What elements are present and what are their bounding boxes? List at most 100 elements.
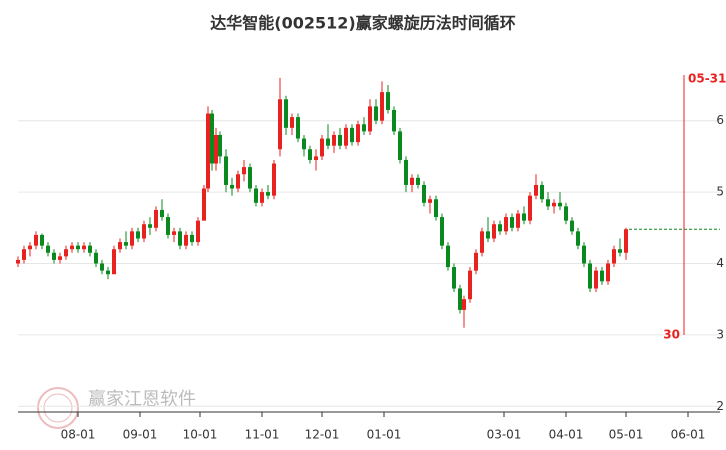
candle-body bbox=[480, 231, 484, 253]
candle-body bbox=[218, 134, 222, 157]
candle-body bbox=[474, 252, 478, 271]
candle-body bbox=[224, 156, 228, 185]
candle-body bbox=[594, 270, 598, 289]
x-tick-label: 10-01 bbox=[183, 428, 218, 442]
candle-body bbox=[94, 252, 98, 264]
candle-body bbox=[136, 231, 140, 239]
candle-body bbox=[492, 224, 496, 239]
candle-body bbox=[428, 199, 432, 203]
candle-body bbox=[230, 184, 234, 189]
candle-body bbox=[570, 220, 574, 232]
candle-body bbox=[380, 92, 384, 121]
candle-body bbox=[332, 134, 336, 146]
candle-body bbox=[356, 124, 360, 143]
x-tick-label: 04-01 bbox=[549, 428, 584, 442]
x-tick-label: 09-01 bbox=[123, 428, 158, 442]
candle-body bbox=[344, 127, 348, 146]
candle-body bbox=[588, 263, 592, 289]
candle-body bbox=[564, 206, 568, 221]
x-tick-label: 05-01 bbox=[609, 428, 644, 442]
candle-body bbox=[236, 174, 240, 189]
candle-body bbox=[368, 106, 372, 132]
candle-body bbox=[314, 156, 318, 160]
y-tick-label: 4 bbox=[716, 256, 724, 270]
candle-body bbox=[16, 259, 20, 264]
candle-body bbox=[106, 270, 110, 275]
candle-body bbox=[498, 224, 502, 232]
candle-body bbox=[34, 234, 38, 246]
candle-body bbox=[112, 249, 116, 275]
candle-body bbox=[254, 188, 258, 203]
candle-body bbox=[88, 245, 92, 253]
candle-body bbox=[124, 242, 128, 246]
x-tick-label: 12-01 bbox=[305, 428, 340, 442]
y-tick-label: 5 bbox=[716, 185, 724, 199]
candle-body bbox=[534, 184, 538, 196]
y-tick-label: 2 bbox=[716, 399, 724, 413]
candle-body bbox=[528, 195, 532, 221]
candle-body bbox=[582, 245, 586, 264]
candle-body bbox=[22, 249, 26, 260]
candle-body bbox=[100, 263, 104, 271]
candle-body bbox=[558, 202, 562, 207]
cycle-count: 30 bbox=[663, 328, 680, 342]
candle-body bbox=[552, 202, 556, 207]
watermark-logo bbox=[37, 387, 79, 429]
candle-body bbox=[452, 267, 456, 289]
candle-body bbox=[606, 263, 610, 282]
candle-body bbox=[416, 177, 420, 185]
candle-body bbox=[214, 134, 218, 164]
x-tick-label: 03-01 bbox=[487, 428, 522, 442]
candle-body bbox=[374, 106, 378, 121]
x-tick-label: 11-01 bbox=[245, 428, 280, 442]
candle-body bbox=[540, 184, 544, 200]
candle-body bbox=[522, 213, 526, 221]
candle-body bbox=[266, 192, 270, 196]
candle-body bbox=[58, 256, 62, 260]
candle-body bbox=[64, 249, 68, 257]
candle-body bbox=[190, 234, 194, 243]
candle-body bbox=[178, 231, 182, 246]
candle-body bbox=[206, 113, 210, 189]
candle-body bbox=[184, 234, 188, 246]
candle-body bbox=[52, 252, 56, 260]
candle-body bbox=[166, 217, 170, 235]
candle-body bbox=[486, 231, 490, 239]
candle-body bbox=[260, 192, 264, 203]
candle-body bbox=[462, 299, 466, 310]
candle-body bbox=[82, 245, 86, 250]
candle-body bbox=[142, 224, 146, 239]
candle-body bbox=[210, 113, 214, 164]
y-tick-label: 6 bbox=[716, 113, 724, 127]
x-tick-label: 01-01 bbox=[367, 428, 402, 442]
candle-body bbox=[612, 249, 616, 264]
candle-body bbox=[410, 177, 414, 185]
chart-title: 达华智能(002512)赢家螺旋历法时间循环 bbox=[210, 14, 515, 33]
candle-body bbox=[468, 270, 472, 300]
candle-body bbox=[308, 149, 312, 160]
candle-body bbox=[386, 92, 390, 110]
candle-body bbox=[278, 99, 282, 150]
candle-body bbox=[326, 138, 330, 146]
candle-body bbox=[46, 245, 50, 253]
candle-body bbox=[40, 234, 44, 246]
candle-body bbox=[160, 209, 164, 218]
candle-body bbox=[290, 117, 294, 128]
candle-body bbox=[510, 217, 514, 228]
candle-body bbox=[248, 167, 252, 189]
candle-body bbox=[76, 245, 80, 250]
candle-body bbox=[434, 199, 438, 218]
candle-body bbox=[296, 117, 300, 139]
candle-body bbox=[446, 245, 450, 268]
candle-body bbox=[242, 167, 246, 175]
x-tick-label: 08-01 bbox=[61, 428, 96, 442]
candle-body bbox=[422, 184, 426, 203]
candle-body bbox=[504, 217, 508, 232]
x-tick-label: 06-01 bbox=[671, 428, 706, 442]
candle-body bbox=[350, 127, 354, 143]
candle-body bbox=[28, 245, 32, 250]
candle-body bbox=[600, 270, 604, 282]
candle-body bbox=[202, 188, 206, 221]
candle-body bbox=[392, 109, 396, 132]
